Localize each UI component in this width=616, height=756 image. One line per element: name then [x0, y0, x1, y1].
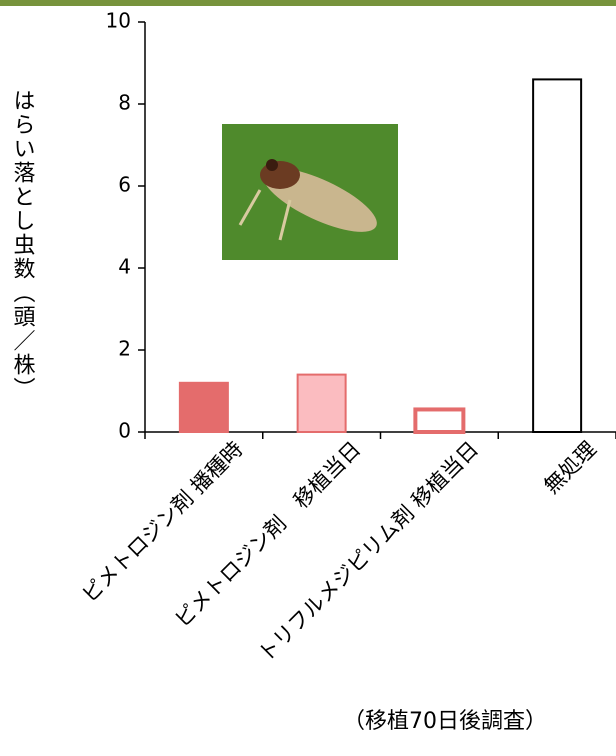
y-tick-label: 10	[106, 9, 131, 33]
y-tick-label: 6	[118, 173, 131, 197]
bar	[296, 373, 347, 434]
top-band	[0, 0, 616, 6]
x-tick-label: 無処理	[539, 437, 601, 499]
x-tick-label: トリフルメジピリム剤 移植当日	[254, 437, 484, 667]
x-tick-label: ピメトロジン剤 移植当日	[170, 437, 365, 632]
annotation: （移植70日後調査）	[343, 709, 547, 734]
y-tick-label: 8	[118, 91, 131, 115]
insect-photo	[222, 124, 398, 260]
bar	[178, 381, 229, 433]
y-tick-label: 4	[118, 255, 131, 279]
y-axis-label: はらい落とし虫数（頭／株）	[10, 89, 36, 401]
y-tick-label: 2	[118, 337, 131, 361]
bar	[532, 78, 583, 434]
y-tick-label: 0	[118, 419, 131, 443]
bar	[413, 407, 466, 435]
